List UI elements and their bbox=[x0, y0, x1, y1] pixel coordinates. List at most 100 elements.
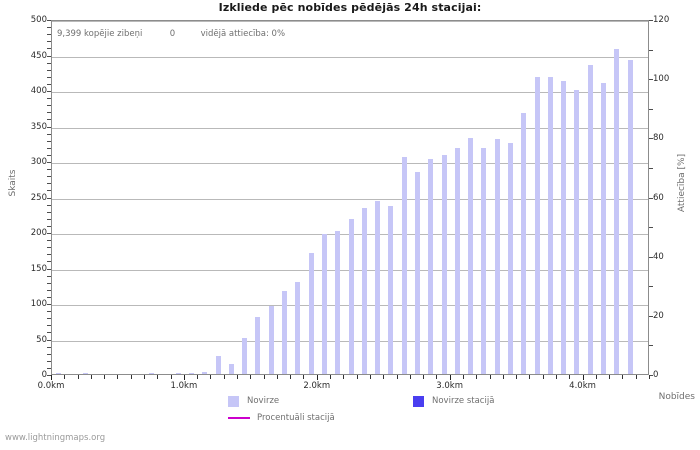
y-axis-left-tick-mark bbox=[47, 261, 51, 262]
y-axis-left: 0 50 100 150 200 250 300 350 400 450 500 bbox=[0, 15, 47, 380]
x-axis-minor-tick bbox=[543, 375, 544, 379]
y-axis-left-tick-mark bbox=[47, 169, 51, 170]
x-axis-minor-tick bbox=[410, 375, 411, 379]
y-axis-left-tick-mark bbox=[47, 361, 51, 362]
y-axis-right-tick-mark bbox=[649, 198, 653, 199]
x-axis-minor-tick bbox=[649, 375, 650, 379]
y-axis-left-tick-mark bbox=[47, 219, 51, 220]
y-axis-left-tick-mark bbox=[47, 254, 51, 255]
x-axis-minor-tick bbox=[171, 375, 172, 379]
legend-row-primary: Novirze Novirze stacijā bbox=[0, 394, 700, 408]
y-axis-left-tick-label: 500 bbox=[30, 15, 47, 25]
y-axis-right-label: Attiecība [%] bbox=[677, 153, 687, 213]
x-axis-label: Nobīdes bbox=[658, 392, 695, 402]
y-axis-left-tick-mark bbox=[47, 63, 51, 64]
x-axis-minor-tick bbox=[357, 375, 358, 379]
x-axis-minor-tick bbox=[78, 375, 79, 379]
y-axis-left-tick-mark bbox=[47, 283, 51, 284]
bar bbox=[335, 231, 341, 374]
y-axis-left-tick-mark bbox=[47, 70, 51, 71]
y-axis-right-tick-label: 0 bbox=[653, 370, 659, 380]
y-axis-left-tick-mark bbox=[47, 84, 51, 85]
y-axis-left-tick-mark bbox=[47, 375, 51, 376]
x-axis-minor-tick bbox=[383, 375, 384, 379]
x-axis-minor-tick bbox=[556, 375, 557, 379]
y-axis-left-tick-mark bbox=[47, 354, 51, 355]
y-axis-left-tick-mark bbox=[47, 276, 51, 277]
bar bbox=[521, 112, 527, 374]
bar bbox=[149, 373, 155, 374]
y-axis-left-tick-mark bbox=[47, 198, 51, 199]
y-axis-right-tick-label: 20 bbox=[653, 310, 664, 321]
legend-item[interactable]: Novirze bbox=[228, 394, 279, 408]
y-axis-left-tick-mark bbox=[47, 98, 51, 99]
x-axis-minor-tick bbox=[596, 375, 597, 379]
legend-item[interactable]: Procentuāli stacijā bbox=[228, 411, 335, 425]
bar bbox=[308, 252, 314, 374]
gridline bbox=[52, 128, 648, 129]
legend-item[interactable]: Novirze stacijā bbox=[413, 394, 494, 408]
y-axis-left-tick-mark bbox=[47, 119, 51, 120]
y-axis-right-tick-mark bbox=[649, 109, 653, 110]
y-axis-right-tick-mark bbox=[649, 138, 653, 139]
bar bbox=[348, 218, 354, 374]
bar bbox=[574, 90, 580, 374]
x-axis-minor-tick bbox=[529, 375, 530, 379]
gridline bbox=[52, 57, 648, 58]
x-axis-minor-tick bbox=[622, 375, 623, 379]
y-axis-left-tick-mark bbox=[47, 48, 51, 49]
bar bbox=[600, 82, 606, 374]
y-axis-left-tick-mark bbox=[47, 233, 51, 234]
y-axis-left-tick-label: 400 bbox=[30, 86, 47, 96]
x-axis-minor-tick bbox=[303, 375, 304, 379]
x-axis-minor-tick bbox=[569, 375, 570, 379]
x-axis-minor-tick bbox=[290, 375, 291, 379]
x-axis-tick-label: 1.0km bbox=[170, 381, 198, 391]
bar bbox=[56, 372, 62, 374]
y-axis-left-tick-label: 150 bbox=[30, 263, 47, 274]
watermark: www.lightningmaps.org bbox=[5, 433, 106, 443]
bar bbox=[534, 76, 540, 374]
y-axis-right-ticks bbox=[649, 20, 653, 376]
x-axis-minor-tick bbox=[157, 375, 158, 379]
x-axis-minor-tick bbox=[343, 375, 344, 379]
y-axis-right-tick-mark bbox=[649, 79, 653, 80]
bar bbox=[507, 142, 513, 374]
x-axis-minor-tick bbox=[636, 375, 637, 379]
y-axis-right-tick-label: 120 bbox=[653, 15, 670, 25]
y-axis-left-tick-mark bbox=[47, 34, 51, 35]
x-axis-minor-tick bbox=[250, 375, 251, 379]
y-axis-left-tick-mark bbox=[47, 148, 51, 149]
x-axis-minor-tick bbox=[104, 375, 105, 379]
y-axis-right-tick-label: 80 bbox=[653, 133, 664, 144]
x-axis-ticks bbox=[51, 375, 650, 380]
y-axis-right-tick-mark bbox=[649, 168, 653, 169]
y-axis-left-tick-mark bbox=[47, 112, 51, 113]
y-axis-left-tick-mark bbox=[47, 183, 51, 184]
x-axis-minor-tick bbox=[397, 375, 398, 379]
y-axis-right-tick-mark bbox=[649, 50, 653, 51]
bar bbox=[321, 234, 327, 374]
bar bbox=[547, 76, 553, 374]
bar bbox=[454, 148, 460, 374]
x-axis-minor-tick bbox=[516, 375, 517, 379]
y-axis-left-tick-mark bbox=[47, 77, 51, 78]
y-axis-left-tick-mark bbox=[47, 347, 51, 348]
x-axis-minor-tick bbox=[64, 375, 65, 379]
y-axis-left-tick-label: 200 bbox=[30, 228, 47, 238]
x-axis-major-tick bbox=[51, 375, 52, 380]
y-axis-right-tick-label: 100 bbox=[653, 74, 670, 85]
plot-area bbox=[51, 20, 649, 375]
y-axis-right: 0 20 40 60 80 100 120 bbox=[653, 15, 697, 380]
legend-row-secondary: Procentuāli stacijā bbox=[0, 411, 700, 425]
y-axis-left-tick-mark bbox=[47, 269, 51, 270]
bar bbox=[614, 48, 620, 374]
bar bbox=[189, 373, 195, 374]
y-axis-left-tick-mark bbox=[47, 190, 51, 191]
y-axis-left-tick-mark bbox=[47, 368, 51, 369]
gridline bbox=[52, 21, 648, 22]
y-axis-left-tick-mark bbox=[47, 318, 51, 319]
bar bbox=[561, 80, 567, 374]
bar bbox=[627, 60, 633, 374]
bar bbox=[481, 148, 487, 374]
